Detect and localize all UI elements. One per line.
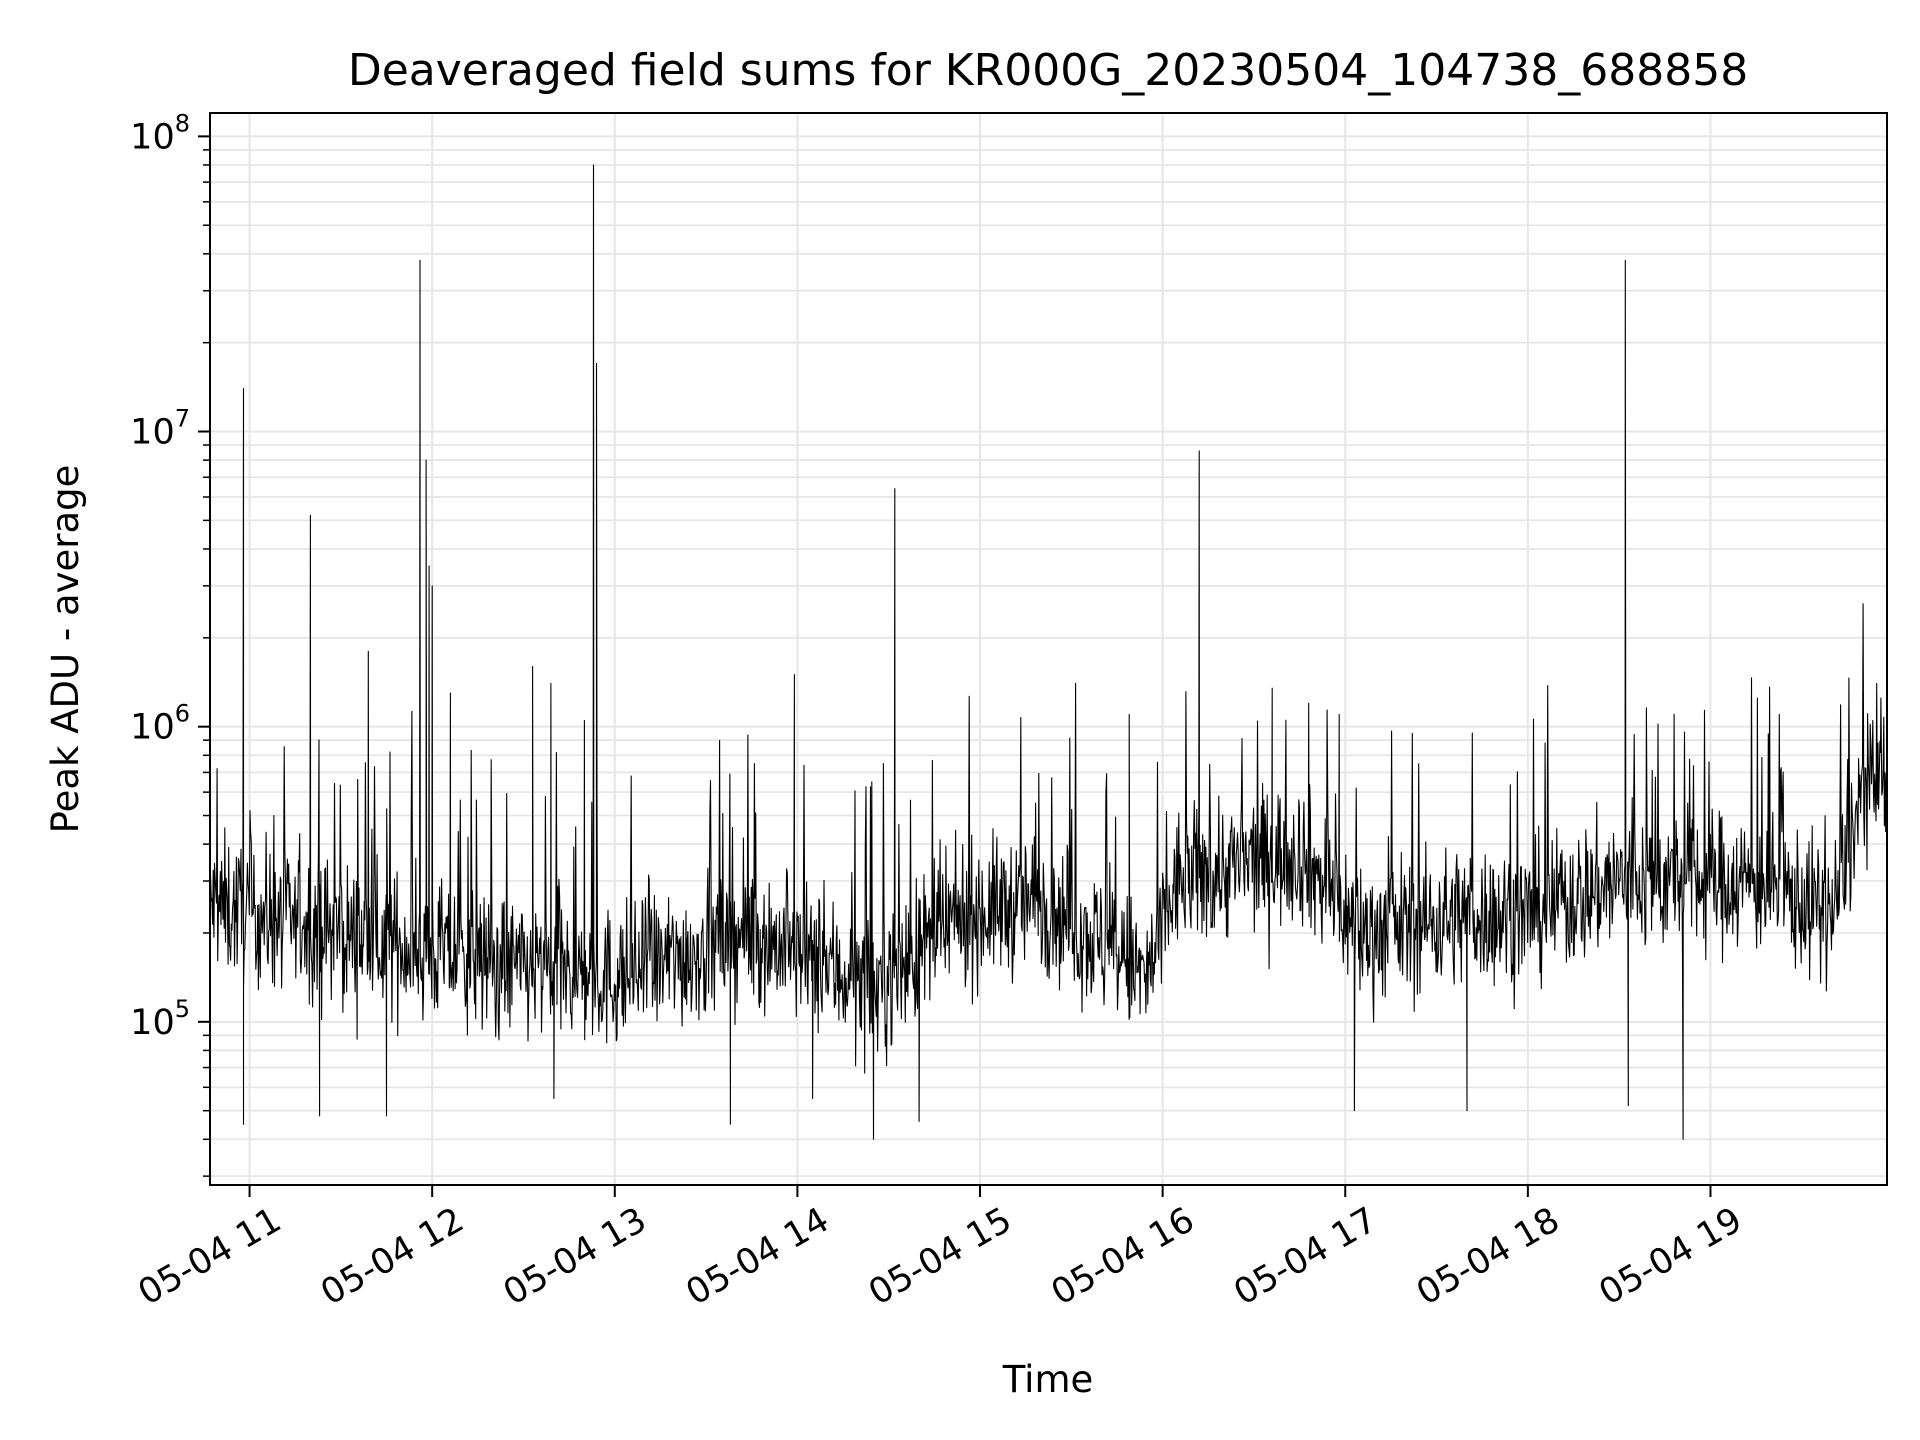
y-tick-label: 107	[130, 405, 190, 453]
x-tick-label: 05-04 15	[862, 1200, 1018, 1313]
gridlines	[210, 113, 1887, 1185]
plot-frame	[209, 112, 1888, 1186]
x-tick-label: 05-04 17	[1227, 1200, 1383, 1313]
y-axis-label: Peak ADU - average	[44, 465, 87, 834]
x-tick-label: 05-04 13	[497, 1200, 653, 1313]
x-tick-label: 05-04 18	[1410, 1200, 1566, 1313]
x-tick-label: 05-04 11	[132, 1200, 288, 1313]
x-tick-label: 05-04 16	[1045, 1200, 1201, 1313]
chart-title: Deaveraged field sums for KR000G_2023050…	[348, 45, 1748, 96]
x-axis-label: Time	[1002, 1358, 1094, 1401]
y-tick-label: 108	[130, 109, 190, 157]
x-tick-label: 05-04 14	[680, 1200, 836, 1313]
x-axis: 05-04 11 05-04 12 05-04 13 05-04 14 05-04 15…	[132, 1185, 1749, 1313]
x-tick-label: 05-04 12	[314, 1200, 470, 1313]
y-tick-label: 106	[130, 700, 190, 748]
y-axis: 105 106 107 108	[130, 109, 210, 1177]
series-line	[209, 164, 1888, 1140]
x-tick-label: 05-04 19	[1593, 1200, 1749, 1313]
y-tick-label: 105	[130, 995, 190, 1043]
